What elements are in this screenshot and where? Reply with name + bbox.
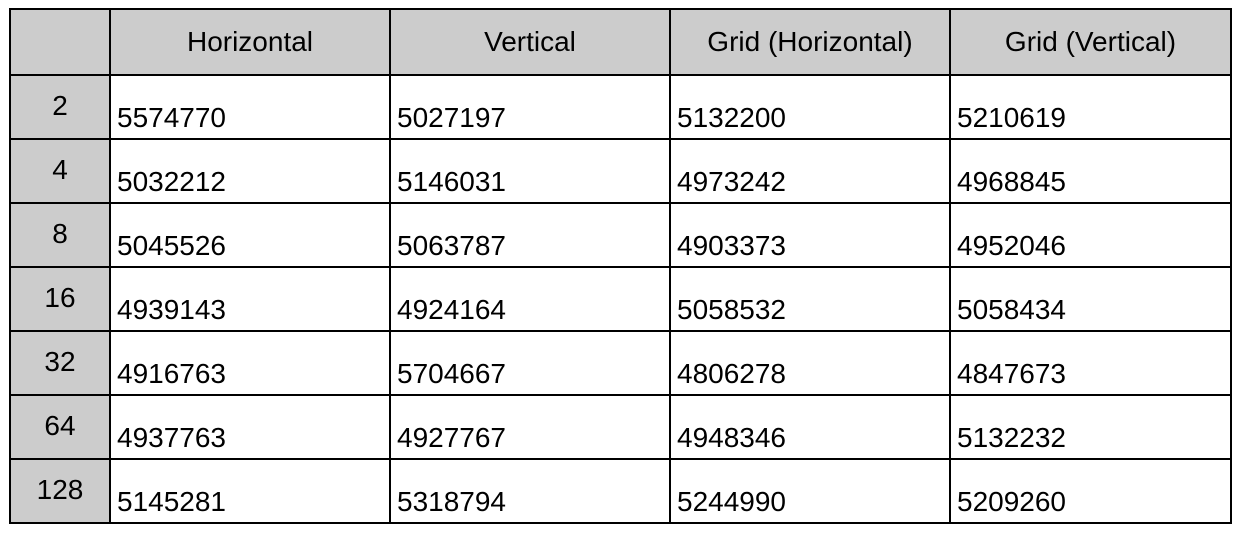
table-cell: 4916763 [109, 330, 391, 396]
header-row: Horizontal Vertical Grid (Horizontal) Gr… [9, 8, 1232, 76]
row-label: 4 [9, 138, 111, 204]
column-header-grid-vertical: Grid (Vertical) [949, 8, 1232, 76]
table-cell: 5032212 [109, 138, 391, 204]
table-cell: 5045526 [109, 202, 391, 268]
corner-cell [9, 8, 111, 76]
table-row: 8 5045526 5063787 4903373 4952046 [9, 202, 1232, 268]
table-row: 128 5145281 5318794 5244990 5209260 [9, 458, 1232, 524]
table-cell: 4968845 [949, 138, 1232, 204]
table-cell: 5574770 [109, 74, 391, 140]
row-label: 8 [9, 202, 111, 268]
results-table: Horizontal Vertical Grid (Horizontal) Gr… [9, 8, 1232, 524]
table-row: 16 4939143 4924164 5058532 5058434 [9, 266, 1232, 332]
table-cell: 5058532 [669, 266, 951, 332]
row-label: 32 [9, 330, 111, 396]
table-row: 4 5032212 5146031 4973242 4968845 [9, 138, 1232, 204]
row-label: 64 [9, 394, 111, 460]
table-row: 32 4916763 5704667 4806278 4847673 [9, 330, 1232, 396]
table-cell: 4847673 [949, 330, 1232, 396]
table-cell: 5209260 [949, 458, 1232, 524]
table-cell: 4948346 [669, 394, 951, 460]
table-cell: 5132200 [669, 74, 951, 140]
row-label: 16 [9, 266, 111, 332]
table-cell: 5146031 [389, 138, 671, 204]
table-cell: 4939143 [109, 266, 391, 332]
table-cell: 5145281 [109, 458, 391, 524]
column-header-horizontal: Horizontal [109, 8, 391, 76]
table-cell: 5210619 [949, 74, 1232, 140]
table-cell: 4952046 [949, 202, 1232, 268]
table-cell: 4806278 [669, 330, 951, 396]
table-row: 2 5574770 5027197 5132200 5210619 [9, 74, 1232, 140]
table-cell: 4973242 [669, 138, 951, 204]
table-cell: 4903373 [669, 202, 951, 268]
table-row: 64 4937763 4927767 4948346 5132232 [9, 394, 1232, 460]
table-cell: 5704667 [389, 330, 671, 396]
table-cell: 4924164 [389, 266, 671, 332]
table-cell: 5058434 [949, 266, 1232, 332]
row-label: 128 [9, 458, 111, 524]
table-cell: 4927767 [389, 394, 671, 460]
table-cell: 5063787 [389, 202, 671, 268]
table-cell: 5132232 [949, 394, 1232, 460]
row-label: 2 [9, 74, 111, 140]
column-header-vertical: Vertical [389, 8, 671, 76]
table-cell: 5244990 [669, 458, 951, 524]
table-cell: 4937763 [109, 394, 391, 460]
column-header-grid-horizontal: Grid (Horizontal) [669, 8, 951, 76]
table-cell: 5027197 [389, 74, 671, 140]
table-cell: 5318794 [389, 458, 671, 524]
